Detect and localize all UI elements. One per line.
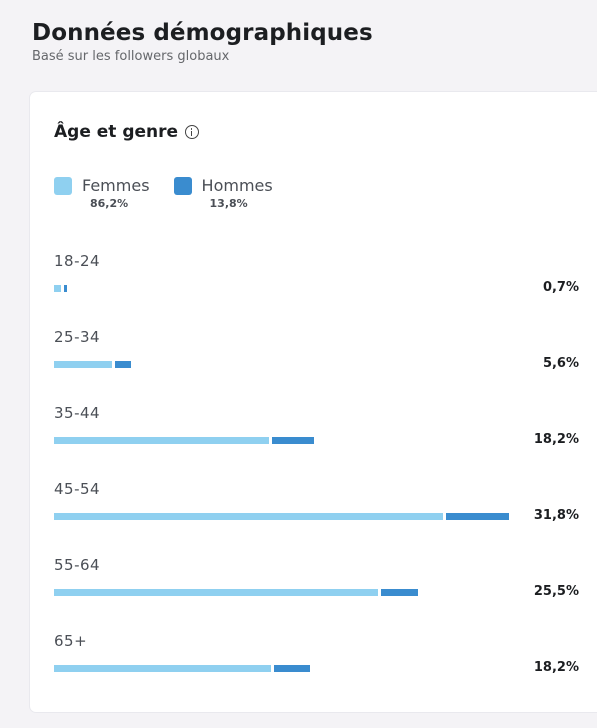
- bar-segment-hommes: [274, 665, 310, 672]
- bar-segment-femmes: [54, 589, 379, 596]
- legend-swatch-femmes: [54, 176, 72, 195]
- bar-segment-femmes: [54, 285, 62, 292]
- page-title: Données démographiques: [32, 20, 373, 46]
- age-group-percentage: 18,2%: [533, 432, 579, 447]
- age-group-label: 55-64: [54, 556, 101, 574]
- legend-label-hommes: Hommes: [201, 176, 273, 195]
- age-group-55-64: 55-64 25,5%: [54, 556, 579, 632]
- age-group-label: 35-44: [54, 404, 101, 422]
- age-group-bar: [54, 513, 509, 520]
- age-group-bar: [54, 589, 509, 596]
- demographics-header: Données démographiques Basé sur les foll…: [32, 18, 373, 66]
- bar-segment-hommes: [64, 285, 67, 292]
- age-gender-title: Âge et genre: [54, 122, 200, 142]
- legend-value-femmes: 86,2%: [90, 197, 129, 210]
- bar-segment-hommes: [381, 589, 419, 596]
- age-group-35-44: 35-44 18,2%: [54, 404, 579, 480]
- age-group-bar: [54, 285, 509, 292]
- bar-segment-hommes: [271, 437, 315, 444]
- legend-value-hommes: 13,8%: [209, 197, 248, 210]
- age-groups-chart: 18-24 0,7% 25-34 5,6% 35-44 18,2% 45-54 31,8% 55…: [54, 252, 579, 708]
- age-group-label: 45-54: [54, 480, 101, 498]
- age-group-bar: [54, 437, 509, 444]
- age-group-label: 25-34: [54, 328, 101, 346]
- age-group-percentage: 25,5%: [533, 584, 579, 599]
- age-group-bar: [54, 361, 509, 368]
- age-group-percentage: 0,7%: [542, 280, 579, 295]
- age-group-65plus: 65+ 18,2%: [54, 632, 579, 708]
- legend: Femmes 86,2% Hommes 13,8%: [54, 176, 297, 210]
- age-group-percentage: 18,2%: [533, 660, 579, 675]
- age-group-percentage: 5,6%: [542, 356, 579, 371]
- bar-segment-femmes: [54, 361, 113, 368]
- bar-segment-femmes: [54, 437, 269, 444]
- bar-segment-femmes: [54, 665, 272, 672]
- bar-segment-hommes: [446, 513, 509, 520]
- legend-swatch-hommes: [173, 176, 192, 195]
- age-group-25-34: 25-34 5,6%: [54, 328, 579, 404]
- bar-segment-hommes: [115, 361, 131, 368]
- age-group-percentage: 31,8%: [533, 508, 579, 523]
- section-title-text: Âge et genre: [54, 122, 179, 142]
- age-group-label: 18-24: [54, 252, 101, 270]
- legend-item-hommes: Hommes 13,8%: [173, 176, 273, 210]
- bar-segment-femmes: [54, 513, 444, 520]
- page-subtitle: Basé sur les followers globaux: [32, 49, 230, 64]
- age-group-45-54: 45-54 31,8%: [54, 480, 579, 556]
- age-group-bar: [54, 665, 509, 672]
- legend-label-femmes: Femmes: [82, 176, 150, 195]
- age-gender-card: Âge et genre Femmes 86,2% Hommes 13,8% 1…: [30, 92, 597, 712]
- age-group-label: 65+: [54, 632, 88, 650]
- info-circle-icon[interactable]: [185, 125, 200, 139]
- legend-item-femmes: Femmes 86,2%: [54, 176, 150, 210]
- age-group-18-24: 18-24 0,7%: [54, 252, 579, 328]
